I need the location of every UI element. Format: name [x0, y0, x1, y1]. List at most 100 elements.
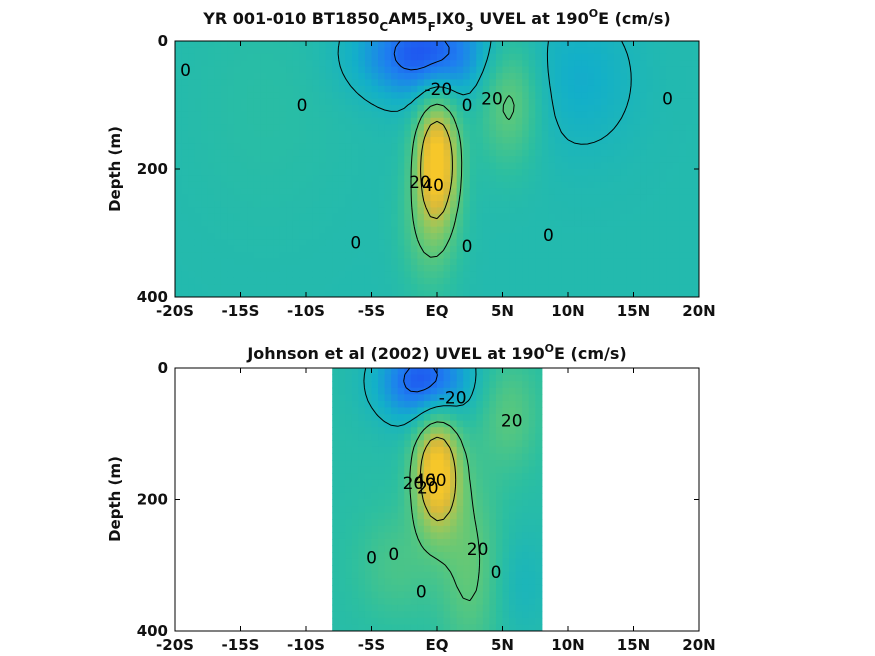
field-cell: [554, 47, 563, 55]
field-cell: [672, 85, 680, 93]
field-cell: [253, 60, 261, 68]
field-cell: [351, 117, 359, 125]
field-cell: [194, 265, 202, 272]
field-cell: [306, 245, 314, 253]
field-cell: [495, 130, 504, 138]
field-cell: [437, 499, 445, 507]
field-cell: [286, 85, 294, 93]
field-cell: [338, 79, 346, 87]
field-cell: [482, 479, 490, 487]
field-cell: [666, 181, 674, 189]
field-cell: [450, 130, 458, 138]
field-cell: [351, 591, 359, 599]
field-cell: [522, 156, 530, 164]
field-cell: [233, 213, 242, 221]
field-cell: [404, 117, 412, 125]
field-cell: [247, 207, 255, 215]
field-cell: [574, 53, 582, 61]
field-cell: [522, 252, 530, 260]
field-cell: [371, 130, 379, 138]
field-cell: [672, 265, 680, 272]
field-cell: [188, 290, 196, 297]
field-cell: [292, 111, 301, 119]
field-cell: [489, 368, 497, 376]
field-cell: [535, 538, 543, 547]
field-cell: [509, 368, 517, 376]
field-cell: [266, 149, 274, 157]
contour-label: 20: [403, 474, 425, 494]
field-cell: [201, 284, 209, 292]
field-cell: [450, 617, 458, 626]
field-cell: [279, 98, 287, 106]
field-cell: [430, 284, 438, 292]
field-cell: [450, 98, 458, 106]
field-cell: [417, 149, 425, 157]
field-cell: [502, 143, 510, 151]
field-cell: [443, 558, 451, 566]
field-cell: [469, 79, 477, 87]
field-cell: [443, 598, 451, 606]
field-cell: [450, 387, 458, 395]
field-cell: [220, 130, 228, 138]
field-cell: [568, 162, 576, 170]
field-cell: [358, 111, 366, 119]
field-cell: [679, 98, 687, 106]
field-cell: [515, 387, 523, 395]
field-cell: [613, 201, 621, 208]
field-cell: [391, 519, 399, 527]
field-cell: [587, 233, 595, 240]
field-cell: [423, 512, 432, 520]
field-cell: [384, 545, 392, 553]
field-cell: [685, 47, 694, 55]
field-cell: [463, 271, 471, 279]
field-cell: [672, 92, 680, 100]
field-cell: [495, 188, 504, 196]
field-cell: [364, 252, 373, 260]
field-cell: [404, 460, 412, 468]
field-cell: [463, 111, 471, 119]
field-cell: [233, 85, 242, 93]
field-cell: [456, 519, 464, 527]
field-cell: [509, 611, 517, 619]
field-cell: [260, 194, 268, 202]
x-tick-label: 15N: [617, 636, 650, 654]
field-cell: [273, 213, 281, 221]
field-cell: [273, 60, 281, 68]
field-cell: [541, 265, 549, 272]
field-cell: [548, 188, 556, 196]
field-cell: [253, 111, 261, 119]
field-cell: [613, 117, 621, 125]
field-cell: [685, 284, 694, 292]
field-cell: [607, 271, 615, 279]
field-cell: [292, 181, 301, 189]
field-cell: [227, 284, 235, 292]
field-cell: [351, 611, 359, 619]
field-cell: [299, 85, 307, 93]
field-cell: [306, 201, 314, 208]
field-cell: [509, 66, 517, 74]
field-cell: [430, 60, 438, 68]
field-cell: [450, 188, 458, 196]
field-cell: [312, 194, 320, 202]
field-cell: [319, 149, 327, 157]
field-cell: [273, 239, 281, 247]
field-cell: [364, 143, 373, 151]
field-cell: [692, 226, 699, 234]
field-cell: [410, 252, 418, 260]
contour-label: -20: [439, 389, 467, 409]
field-cell: [181, 66, 189, 74]
field-cell: [515, 277, 523, 285]
field-cell: [410, 201, 418, 208]
field-cell: [410, 175, 418, 183]
field-cell: [279, 85, 287, 93]
field-cell: [535, 156, 543, 164]
field-cell: [463, 194, 471, 202]
y-tick-label: 400: [137, 622, 168, 640]
field-cell: [188, 277, 196, 285]
field-cell: [306, 85, 314, 93]
field-cell: [351, 175, 359, 183]
field-cell: [469, 460, 477, 468]
field-cell: [201, 252, 209, 260]
field-cell: [260, 66, 268, 74]
field-cell: [633, 252, 641, 260]
